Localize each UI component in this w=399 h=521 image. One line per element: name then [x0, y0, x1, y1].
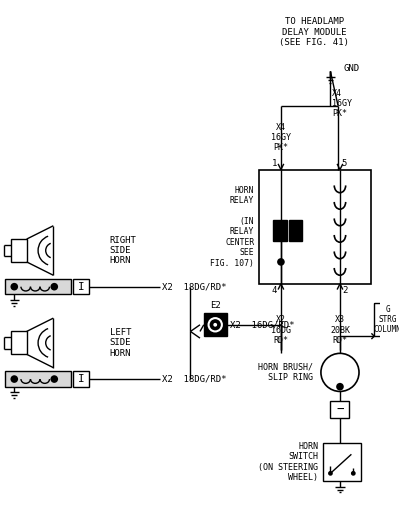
- Bar: [5, 279, 71, 294]
- Text: HORN BRUSH/
SLIP RING: HORN BRUSH/ SLIP RING: [258, 363, 313, 382]
- Text: TO HEADLAMP
DELAY MODULE
(SEE FIG. 41): TO HEADLAMP DELAY MODULE (SEE FIG. 41): [279, 17, 349, 47]
- Circle shape: [10, 283, 18, 291]
- Bar: [374, 303, 399, 336]
- Text: 4: 4: [272, 286, 277, 295]
- Circle shape: [213, 323, 217, 327]
- Text: HORN
RELAY

(IN
RELAY
CENTER
SEE
FIG. 107): HORN RELAY (IN RELAY CENTER SEE FIG. 107…: [210, 186, 254, 268]
- Text: I: I: [77, 374, 84, 384]
- Text: X2
16DG
RD*: X2 16DG RD*: [271, 315, 291, 345]
- Text: G
STRG
COLUMN: G STRG COLUMN: [374, 305, 399, 334]
- Circle shape: [50, 283, 58, 291]
- Bar: [273, 220, 286, 241]
- Text: X3
20BK
RD*: X3 20BK RD*: [330, 315, 350, 345]
- Text: X2  18DG/RD*: X2 18DG/RD*: [162, 375, 226, 383]
- Bar: [330, 401, 350, 418]
- Circle shape: [336, 383, 344, 390]
- Bar: [73, 371, 89, 387]
- Bar: [73, 279, 89, 294]
- Circle shape: [10, 375, 18, 383]
- Bar: [259, 169, 371, 284]
- Text: X4
16GY
PK*: X4 16GY PK*: [271, 122, 291, 153]
- Bar: [288, 220, 302, 241]
- Text: RIGHT
SIDE
HORN: RIGHT SIDE HORN: [109, 235, 136, 265]
- Text: 2: 2: [342, 286, 347, 295]
- Bar: [204, 313, 227, 336]
- Circle shape: [50, 375, 58, 383]
- Bar: [12, 239, 27, 262]
- Text: 1: 1: [272, 159, 277, 168]
- Circle shape: [277, 258, 285, 266]
- Bar: [5, 371, 71, 387]
- Circle shape: [328, 471, 333, 476]
- Text: −: −: [336, 403, 344, 416]
- Text: X4
16GY
PK*: X4 16GY PK*: [332, 89, 352, 118]
- Text: I: I: [77, 282, 84, 292]
- Circle shape: [351, 471, 356, 476]
- Bar: [12, 331, 27, 354]
- Text: HORN
SWITCH
(ON STEERING
WHEEL): HORN SWITCH (ON STEERING WHEEL): [258, 442, 318, 482]
- Text: LEFT
SIDE
HORN: LEFT SIDE HORN: [109, 328, 131, 358]
- Text: X2  18DG/RD*: X2 18DG/RD*: [162, 282, 226, 291]
- Text: GND: GND: [344, 64, 360, 73]
- Text: E2: E2: [210, 301, 221, 309]
- Text: X2  16DG/RD*: X2 16DG/RD*: [231, 320, 295, 329]
- Bar: [323, 443, 361, 481]
- Text: 5: 5: [342, 159, 347, 168]
